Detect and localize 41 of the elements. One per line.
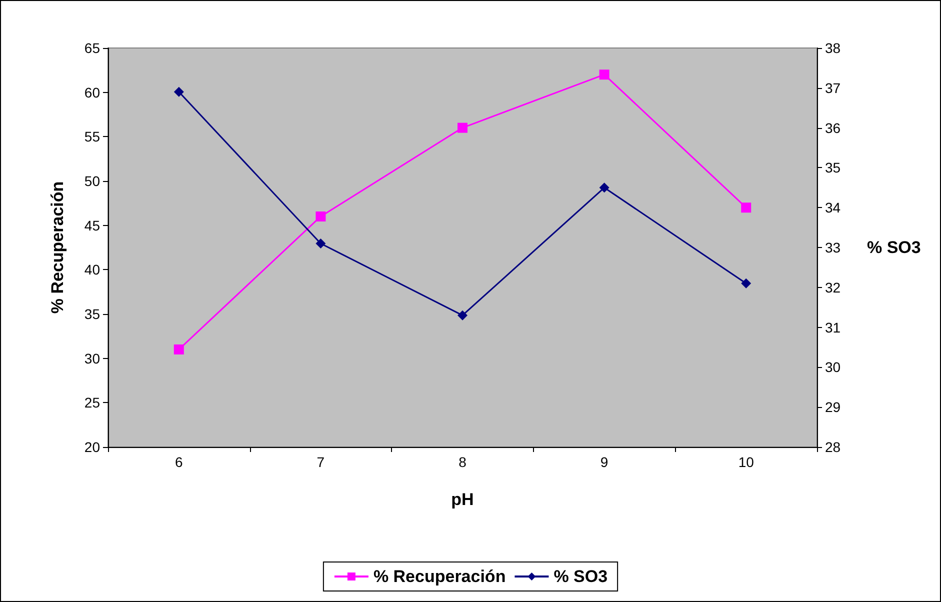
y-tick-label: 40	[84, 262, 100, 278]
y2-tick-label: 34	[825, 200, 841, 216]
legend-label: % SO3	[554, 567, 608, 586]
point	[458, 310, 468, 320]
point	[741, 202, 752, 213]
y2-axis-title: % SO3	[867, 238, 921, 257]
y-tick-label: 55	[84, 128, 100, 145]
y-tick-label: 60	[84, 84, 100, 100]
y2-tick-label: 30	[825, 359, 841, 376]
y-tick-label: 30	[84, 350, 100, 366]
x-tick-label: 10	[738, 454, 754, 470]
y2-tick-label: 28	[825, 439, 841, 455]
y2-tick-label: 32	[825, 279, 841, 296]
point	[599, 70, 610, 80]
point	[174, 344, 184, 354]
x-tick-label: 8	[458, 454, 467, 470]
point	[458, 122, 468, 133]
point	[174, 86, 184, 97]
legend-label: % Recuperación	[373, 567, 506, 586]
x-tick-label: 7	[316, 454, 325, 470]
y2-tick-label: 31	[825, 319, 841, 336]
y-tick-label: 25	[84, 394, 100, 411]
y-axis-title: % Recuperación	[48, 181, 67, 314]
x-tick-label: 9	[600, 454, 608, 470]
y-tick-label: 50	[84, 173, 100, 189]
y-tick-label: 35	[84, 306, 100, 322]
point	[599, 182, 610, 193]
point	[316, 211, 326, 222]
y2-tick-label: 35	[825, 160, 841, 176]
y2-tick-label: 37	[825, 80, 841, 96]
y2-tick-label: 38	[825, 40, 841, 56]
point	[316, 238, 326, 249]
y-tick-label: 20	[84, 439, 100, 455]
y-tick-label: 45	[84, 217, 100, 234]
y-tick-label: 65	[84, 40, 100, 56]
x-axis-title: pH	[451, 490, 474, 509]
y2-tick-label: 33	[825, 240, 841, 256]
x-tick-label: 6	[175, 454, 183, 470]
y2-tick-label: 29	[825, 399, 841, 416]
y2-tick-label: 36	[825, 120, 841, 136]
point	[741, 278, 752, 288]
